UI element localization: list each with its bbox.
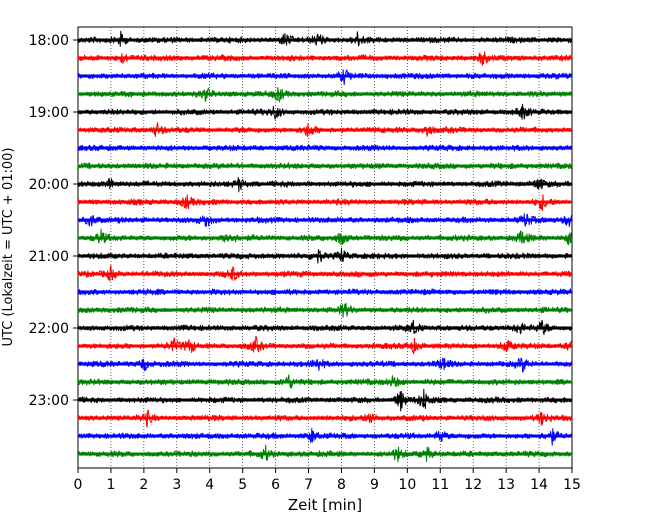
y-tick-label: 20:00	[29, 177, 69, 193]
trace-row	[77, 288, 573, 296]
x-tick-label: 13	[497, 477, 515, 493]
x-tick-label: 9	[370, 477, 379, 493]
x-tick-label: 5	[238, 477, 247, 493]
x-tick-label: 14	[530, 477, 548, 493]
x-tick-label: 3	[172, 477, 181, 493]
x-axis-ticks: 0 1 2 3 4 5 6 7 8 9 10 11 12 13 14 15	[74, 468, 581, 493]
x-tick-label: 12	[464, 477, 482, 493]
x-tick-label: 8	[337, 477, 346, 493]
x-tick-label: 15	[563, 477, 581, 493]
x-tick-label: 1	[106, 477, 115, 493]
y-tick-label: 19:00	[29, 105, 69, 121]
x-tick-label: 2	[139, 477, 148, 493]
y-axis-ticks: 18:00 19:00 20:00 21:00 22:00 23:00	[29, 33, 78, 409]
trace-row	[77, 265, 573, 282]
x-tick-label: 10	[398, 477, 416, 493]
y-tick-label: 21:00	[29, 249, 69, 265]
x-tick-label: 6	[271, 477, 280, 493]
trace-row	[77, 247, 573, 264]
x-axis-label: Zeit [min]	[288, 496, 362, 514]
x-tick-label: 4	[205, 477, 214, 493]
y-axis-label: UTC (Lokalzeit = UTC + 01:00)	[1, 148, 16, 347]
x-tick-label: 7	[304, 477, 313, 493]
x-tick-label: 11	[431, 477, 449, 493]
plot-frame	[77, 26, 573, 469]
x-tick-label: 0	[74, 477, 83, 493]
seismic-traces	[77, 30, 573, 463]
y-tick-label: 18:00	[29, 33, 69, 49]
y-tick-label: 23:00	[29, 393, 69, 409]
y-tick-label: 22:00	[29, 321, 69, 337]
